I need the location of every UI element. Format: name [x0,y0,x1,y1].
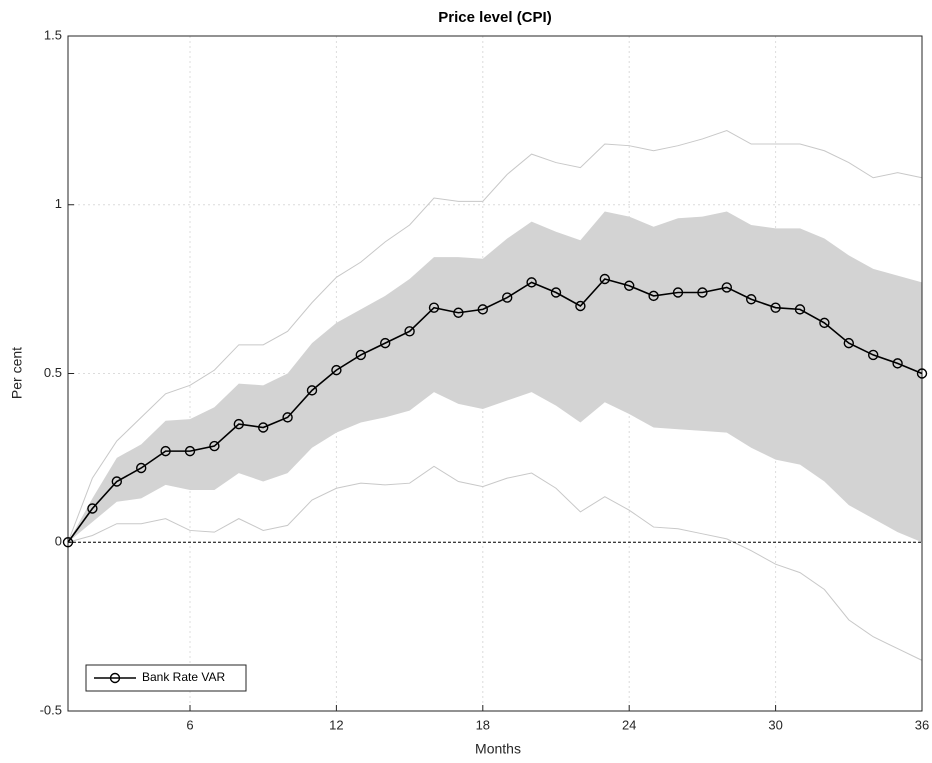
marker [502,292,513,303]
marker [575,300,586,312]
marker [160,445,171,457]
marker [672,287,684,298]
x-tick-label: 36 [915,717,929,732]
marker [550,287,562,298]
marker [721,282,732,293]
x-tick-label: 6 [186,717,193,732]
y-axis-label: Per cent [9,347,25,399]
marker [770,302,781,313]
y-tick-label: 1.5 [44,27,62,42]
marker [331,364,342,376]
y-tick-label: 0.5 [44,365,62,380]
marker [306,385,318,396]
y-tick-label: 0 [55,534,62,549]
x-tick-label: 18 [476,717,490,732]
marker [355,349,366,361]
confidence-band [68,211,922,543]
marker [526,277,537,288]
marker [892,358,903,369]
marker [111,476,123,487]
chart-title: Price level (CPI) [438,9,551,26]
marker [648,290,659,302]
marker [477,304,488,315]
marker [746,294,757,305]
marker [404,326,415,337]
marker [209,440,220,452]
marker [233,418,245,430]
y-tick-label: -0.5 [40,702,62,717]
marker [697,287,708,298]
marker [184,445,196,457]
marker [916,368,928,379]
x-tick-label: 30 [768,717,782,732]
marker [843,337,854,349]
marker [258,422,269,433]
marker [819,317,830,329]
marker [624,280,635,291]
outer-bound-line [67,129,923,543]
x-tick-label: 24 [622,717,636,732]
x-tick-label: 12 [329,717,343,732]
marker [428,302,440,313]
x-axis-label: Months [475,741,521,757]
marker [135,462,147,474]
marker [62,537,74,548]
outer-bound-line [67,465,923,661]
legend-label: Bank Rate VAR [142,670,225,684]
y-tick-label: 1 [55,196,62,211]
marker [87,503,98,514]
marker [599,273,610,285]
marker [794,304,806,315]
marker [868,349,879,361]
marker [282,412,293,423]
legend-marker [109,672,121,684]
marker [453,307,464,318]
marker [380,337,391,349]
